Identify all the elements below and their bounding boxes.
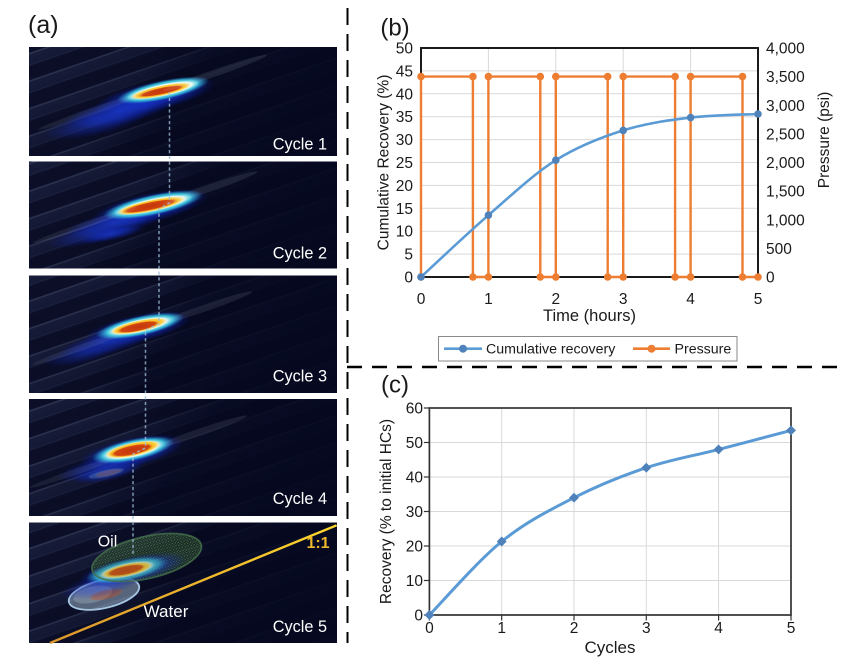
- svg-text:5: 5: [404, 247, 413, 264]
- svg-text:40: 40: [396, 86, 414, 103]
- svg-text:0: 0: [417, 291, 426, 308]
- svg-text:(b): (b): [380, 15, 409, 42]
- svg-text:Cycle 1: Cycle 1: [273, 136, 327, 154]
- svg-text:1,000: 1,000: [766, 212, 805, 229]
- svg-text:50: 50: [396, 41, 414, 58]
- svg-text:20: 20: [396, 178, 414, 195]
- svg-text:5: 5: [787, 620, 796, 637]
- svg-text:0: 0: [766, 270, 775, 287]
- svg-text:Recovery (% to initial HCs): Recovery (% to initial HCs): [378, 419, 395, 604]
- svg-text:3: 3: [619, 291, 628, 308]
- svg-text:Cycle 4: Cycle 4: [273, 490, 327, 508]
- svg-text:Cycle 5: Cycle 5: [273, 618, 327, 636]
- svg-text:10: 10: [406, 573, 424, 590]
- svg-text:2: 2: [570, 620, 579, 637]
- svg-text:2,500: 2,500: [766, 126, 805, 143]
- svg-text:(c): (c): [381, 375, 409, 399]
- svg-text:Pressure: Pressure: [675, 342, 732, 358]
- svg-text:1: 1: [484, 291, 493, 308]
- svg-text:60: 60: [406, 401, 424, 418]
- svg-text:50: 50: [406, 435, 424, 452]
- svg-text:40: 40: [406, 470, 424, 487]
- svg-text:30: 30: [396, 132, 414, 149]
- svg-text:0: 0: [425, 620, 434, 637]
- svg-text:1:1: 1:1: [306, 535, 329, 552]
- svg-text:3,500: 3,500: [766, 69, 805, 86]
- svg-text:3: 3: [642, 620, 651, 637]
- svg-text:1: 1: [497, 620, 506, 637]
- svg-text:3,000: 3,000: [766, 98, 805, 115]
- svg-text:2: 2: [551, 291, 560, 308]
- svg-text:45: 45: [396, 63, 413, 80]
- svg-text:Oil: Oil: [98, 534, 118, 551]
- svg-text:10: 10: [396, 224, 414, 241]
- svg-text:4: 4: [714, 620, 723, 637]
- svg-text:Water: Water: [144, 602, 189, 621]
- svg-text:2,000: 2,000: [766, 155, 805, 172]
- svg-text:25: 25: [396, 155, 413, 172]
- svg-text:30: 30: [406, 504, 424, 521]
- svg-text:Cycle 2: Cycle 2: [273, 245, 327, 263]
- svg-text:Cycle 3: Cycle 3: [273, 368, 327, 386]
- svg-text:4,000: 4,000: [766, 41, 805, 58]
- svg-text:0: 0: [414, 608, 423, 625]
- svg-text:500: 500: [766, 241, 792, 258]
- svg-text:15: 15: [396, 201, 413, 218]
- svg-text:Pressure (psi): Pressure (psi): [816, 92, 833, 188]
- svg-text:5: 5: [754, 291, 763, 308]
- svg-text:20: 20: [406, 539, 424, 556]
- svg-text:1,500: 1,500: [766, 184, 805, 201]
- svg-text:4: 4: [686, 291, 695, 308]
- svg-text:0: 0: [404, 270, 413, 287]
- svg-text:Cumulative recovery: Cumulative recovery: [486, 342, 616, 358]
- svg-text:Time (hours): Time (hours): [543, 307, 636, 325]
- svg-text:Cycles: Cycles: [584, 638, 635, 657]
- svg-text:Cumulative Recovery (%): Cumulative Recovery (%): [376, 75, 393, 251]
- svg-text:35: 35: [396, 109, 413, 126]
